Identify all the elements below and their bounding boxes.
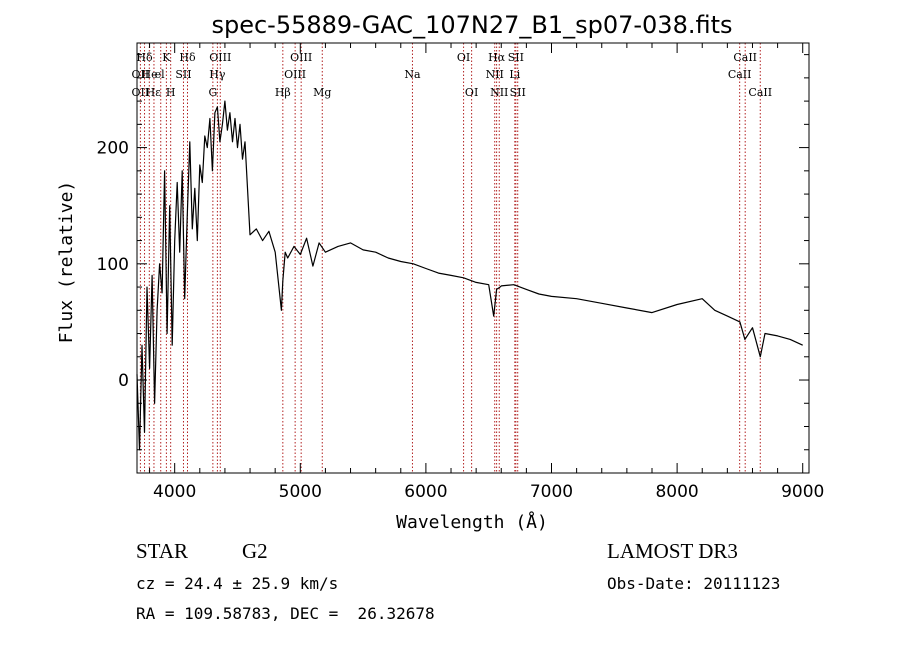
line-label: OII xyxy=(132,68,150,81)
line-label: K xyxy=(162,51,171,64)
x-tick-label: 7000 xyxy=(530,482,573,502)
object-class: STAR xyxy=(136,539,188,563)
line-label: OIII xyxy=(209,51,231,64)
x-axis-label: Wavelength (Å) xyxy=(396,511,548,533)
survey-name: LAMOST DR3 xyxy=(607,539,738,563)
spectrum-line xyxy=(136,100,803,451)
line-label: OIII xyxy=(290,51,312,64)
chart-title: spec-55889-GAC_107N27_B1_sp07-038.fits xyxy=(211,11,732,39)
line-label: G xyxy=(208,86,217,99)
ra-dec-coordinates: RA = 109.58783, DEC = 26.32678 xyxy=(136,604,435,623)
line-label: Li xyxy=(509,68,520,81)
x-tick-label: 8000 xyxy=(655,482,698,502)
line-label: He xyxy=(142,68,158,81)
line-label: Mg xyxy=(313,86,331,99)
line-label: OI xyxy=(457,51,470,64)
line-label: OIII xyxy=(284,68,306,81)
line-label: SII xyxy=(510,86,526,99)
line-label: NII xyxy=(486,68,504,81)
x-tick-label: 5000 xyxy=(279,482,322,502)
y-axis-label: Flux (relative) xyxy=(56,181,77,344)
line-label: Hγ xyxy=(209,68,226,81)
line-label: SII xyxy=(508,51,524,64)
line-label: Hε xyxy=(146,86,162,99)
y-tick-label: 0 xyxy=(118,371,129,391)
line-label: OI xyxy=(465,86,478,99)
x-tick-label: 6000 xyxy=(404,482,447,502)
line-label: OII xyxy=(132,86,150,99)
line-label: H xyxy=(166,86,176,99)
line-label: Hα xyxy=(488,51,506,64)
y-tick-label: 200 xyxy=(97,139,129,159)
y-tick-label: 100 xyxy=(97,255,129,275)
line-label: CaII xyxy=(748,86,772,99)
line-label: CaII xyxy=(733,51,757,64)
line-label: NII xyxy=(490,86,508,99)
line-label: Na xyxy=(404,68,421,81)
line-label: Hδ xyxy=(136,51,153,64)
line-label: Hδ xyxy=(179,51,196,64)
x-tick-label: 9000 xyxy=(781,482,824,502)
x-tick-label: 4000 xyxy=(153,482,196,502)
observation-date: Obs-Date: 20111123 xyxy=(607,574,781,593)
redshift-cz: cz = 24.4 ± 25.9 km/s xyxy=(136,574,339,593)
plot-frame xyxy=(136,42,810,474)
line-label: Hβ xyxy=(275,86,291,99)
line-label: CaII xyxy=(728,68,752,81)
line-label: SII xyxy=(175,68,191,81)
spectral-subclass: G2 xyxy=(242,539,268,563)
line-label: el xyxy=(155,68,166,81)
